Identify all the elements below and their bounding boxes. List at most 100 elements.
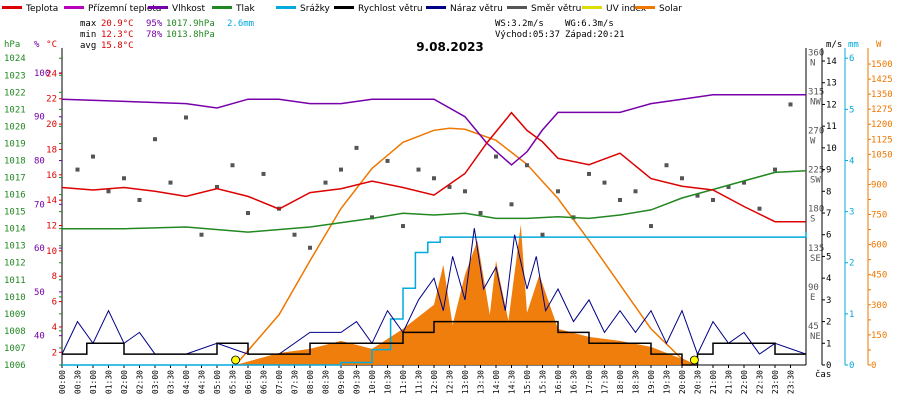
wind-dir-point xyxy=(540,232,545,237)
tick-x-12: 06:00 xyxy=(244,370,253,394)
tick-x-47: 23:30 xyxy=(787,370,796,394)
tick-hpa-3: 1009 xyxy=(4,310,26,320)
legend-label-3: Tlak xyxy=(235,4,256,14)
tick-ms-14: 14 xyxy=(826,57,837,67)
tick-x-38: 19:00 xyxy=(647,370,656,394)
tick-dir-name-5: SE xyxy=(810,254,821,264)
wind-dir-point xyxy=(587,171,591,176)
tick-hpa-13: 1019 xyxy=(4,139,26,149)
tick-pct-4: 80 xyxy=(34,157,45,167)
stat-avg-label: avg xyxy=(80,41,96,51)
tick-x-18: 09:00 xyxy=(337,370,346,394)
legend-swatch-5 xyxy=(334,6,354,9)
tick-ms-7: 7 xyxy=(826,209,831,219)
tick-hpa-1: 1007 xyxy=(4,344,26,354)
tick-x-27: 13:30 xyxy=(477,370,486,394)
tick-hpa-10: 1016 xyxy=(4,191,26,201)
stat-avg-temp: 15.8°C xyxy=(101,41,134,51)
tick-w-12: 900 xyxy=(871,180,887,190)
tick-x-9: 04:30 xyxy=(198,370,207,394)
tick-x-28: 14:00 xyxy=(492,370,501,394)
tick-hpa-4: 1010 xyxy=(4,293,26,303)
series-teplota xyxy=(61,111,806,223)
wind-dir-point xyxy=(695,193,700,198)
tick-ms-11: 11 xyxy=(826,122,837,132)
stat-min-hum: 78% xyxy=(146,30,163,40)
wind-dir-point xyxy=(757,206,762,211)
tick-degc-10: 22 xyxy=(46,95,57,105)
tick-hpa-15: 1021 xyxy=(4,105,26,115)
tick-dir-5: 135 xyxy=(808,244,824,254)
wind-dir-point xyxy=(649,224,653,229)
tick-pct-6: 100 xyxy=(34,69,50,79)
tick-mm-1: 1 xyxy=(849,310,854,320)
legend-swatch-2 xyxy=(148,6,168,9)
series-rychlost-vetru xyxy=(62,320,806,366)
tick-hpa-7: 1013 xyxy=(4,242,26,252)
tick-dir-2: 270 xyxy=(808,127,824,137)
tick-x-22: 11:00 xyxy=(399,370,408,394)
axis-unit-ms: m/s xyxy=(826,40,842,50)
tick-dir-name-0: N xyxy=(810,58,815,68)
stat-wg: WG:6.3m/s xyxy=(565,19,614,29)
tick-degc-2: 6 xyxy=(52,298,57,308)
wind-dir-point xyxy=(432,176,436,181)
tick-ms-12: 12 xyxy=(826,100,837,110)
axis-unit-hpa: hPa xyxy=(4,40,20,50)
tick-dir-4: 180 xyxy=(808,205,824,215)
tick-x-30: 15:00 xyxy=(523,370,532,394)
wind-dir-point xyxy=(91,154,95,159)
tick-hpa-9: 1015 xyxy=(4,208,26,218)
tick-hpa-11: 1017 xyxy=(4,174,26,184)
wind-dir-point xyxy=(230,163,235,168)
tick-w-8: 600 xyxy=(871,241,887,251)
tick-hpa-16: 1022 xyxy=(4,88,26,98)
tick-dir-name-6: E xyxy=(810,293,815,303)
tick-degc-3: 8 xyxy=(52,272,57,282)
tick-degc-11: 24 xyxy=(46,69,57,79)
tick-w-2: 150 xyxy=(871,331,887,341)
tick-dir-3: 225 xyxy=(808,166,824,176)
wind-dir-point xyxy=(106,189,111,194)
tick-w-14: 1050 xyxy=(871,150,893,160)
legend-swatch-6 xyxy=(426,6,446,9)
wind-dir-point xyxy=(711,197,715,202)
tick-hpa-6: 1012 xyxy=(4,259,26,269)
tick-ms-5: 5 xyxy=(826,252,831,262)
tick-ms-1: 1 xyxy=(826,339,831,349)
wind-dir-point xyxy=(215,184,219,189)
tick-degc-5: 12 xyxy=(46,222,57,232)
wind-dir-point xyxy=(478,211,483,216)
tick-x-35: 17:30 xyxy=(601,370,610,394)
tick-w-18: 1350 xyxy=(871,90,893,100)
wind-dir-point xyxy=(401,224,405,229)
tick-dir-1: 315 xyxy=(808,87,824,97)
legend-swatch-9 xyxy=(635,6,655,9)
tick-x-16: 08:00 xyxy=(306,370,315,394)
series-tlak xyxy=(62,169,807,233)
wind-dir-point xyxy=(308,245,312,250)
wind-dir-point xyxy=(788,102,793,107)
tick-x-20: 10:00 xyxy=(368,370,377,394)
wind-dir-point xyxy=(602,180,607,185)
tick-x-24: 12:00 xyxy=(430,370,439,394)
tick-x-19: 09:30 xyxy=(353,370,362,394)
wind-dir-point xyxy=(184,115,188,120)
stat-ws: WS:3.2m/s xyxy=(495,19,544,29)
tick-mm-3: 3 xyxy=(849,208,854,218)
legend-label-5: Rychlost větru xyxy=(358,4,423,14)
wind-dir-point xyxy=(370,215,374,220)
tick-x-1: 00:30 xyxy=(74,370,83,394)
tick-dir-name-7: NE xyxy=(810,332,821,342)
tick-hpa-12: 1018 xyxy=(4,156,26,166)
wind-dir-point xyxy=(339,167,343,172)
wind-dir-point xyxy=(246,211,250,216)
tick-x-6: 03:00 xyxy=(151,370,160,394)
stat-min-temp: 12.3°C xyxy=(101,30,134,40)
tick-x-2: 01:00 xyxy=(89,370,98,394)
x-axis-label: čas xyxy=(815,369,831,380)
wind-dir-point xyxy=(75,167,80,172)
tick-w-16: 1200 xyxy=(871,120,893,130)
wind-dir-point xyxy=(680,176,684,181)
tick-x-21: 10:30 xyxy=(384,370,393,394)
